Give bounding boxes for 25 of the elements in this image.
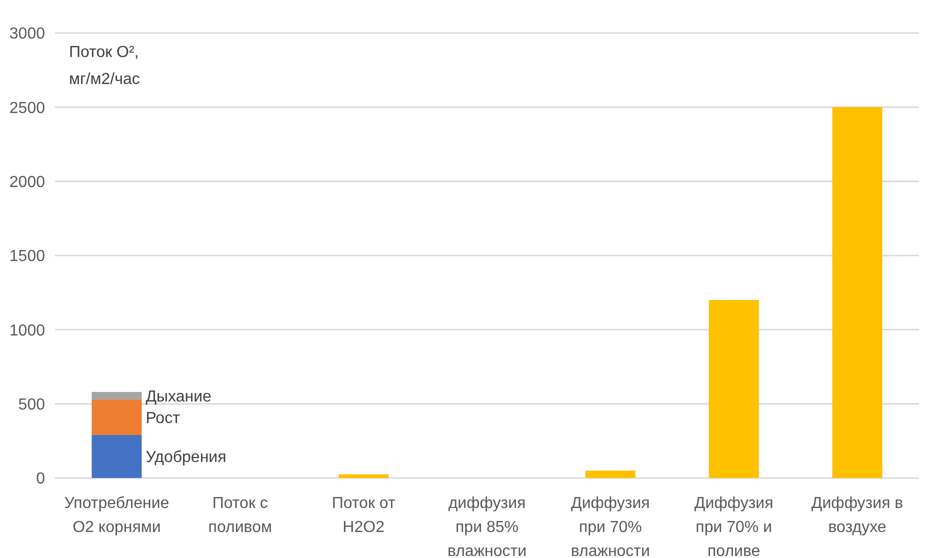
y-tick-label: 1000 — [9, 322, 46, 340]
bar — [92, 434, 142, 478]
y-axis-title: Поток O², мг/м2/час — [69, 44, 140, 88]
x-tick-label: Поток с поливом — [208, 495, 272, 536]
bar — [338, 474, 389, 478]
y-tick-label: 2500 — [9, 100, 46, 117]
bar — [708, 300, 759, 478]
series-label: Удобрения — [146, 449, 226, 466]
x-tick-label: Диффузия в воздухе — [811, 495, 904, 536]
bar — [92, 392, 142, 400]
y-tick-label: 500 — [18, 396, 46, 414]
bar — [92, 399, 142, 435]
x-tick-label: Диффузия при 70% влажности — [570, 495, 650, 558]
bar — [832, 107, 882, 478]
x-tick-label: Употребление O2 корнями — [64, 495, 170, 536]
x-tick-label: диффузия при 85% влажности — [447, 495, 527, 558]
y-tick-label: 1500 — [9, 248, 46, 266]
y-tick-label: 0 — [36, 470, 46, 488]
series-label: Рост — [146, 410, 181, 427]
y-tick-label: 3000 — [9, 26, 46, 43]
series-label: Дыхание — [146, 388, 212, 406]
bar — [585, 470, 636, 478]
x-tick-label: Диффузия при 70% и поливе — [694, 495, 774, 558]
x-tick-label: Поток от H2O2 — [332, 495, 396, 536]
y-tick-label: 2000 — [9, 174, 46, 191]
